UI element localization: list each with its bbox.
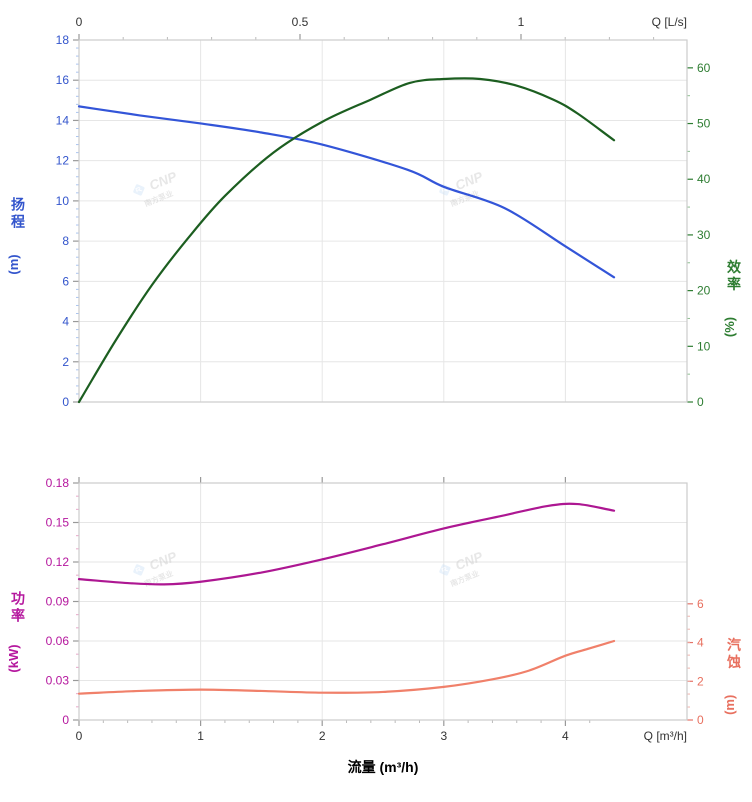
svg-text:(m): (m) xyxy=(722,695,737,715)
svg-text:0.5: 0.5 xyxy=(292,15,309,29)
svg-text:10: 10 xyxy=(56,194,70,208)
svg-text:8: 8 xyxy=(62,234,69,248)
svg-text:(%): (%) xyxy=(722,317,737,337)
svg-text:Q [m³/h]: Q [m³/h] xyxy=(644,729,687,743)
svg-text:0: 0 xyxy=(697,713,704,727)
svg-text:16: 16 xyxy=(56,73,70,87)
svg-text:1: 1 xyxy=(197,729,204,743)
svg-text:30: 30 xyxy=(697,228,711,242)
svg-text:0: 0 xyxy=(76,729,83,743)
svg-text:0.09: 0.09 xyxy=(46,595,70,609)
svg-text:汽: 汽 xyxy=(727,637,741,653)
svg-text:(m): (m) xyxy=(6,254,21,274)
svg-text:蚀: 蚀 xyxy=(726,654,741,670)
svg-text:2: 2 xyxy=(62,355,69,369)
svg-text:40: 40 xyxy=(697,172,711,186)
svg-text:18: 18 xyxy=(56,33,70,47)
svg-text:20: 20 xyxy=(697,284,711,298)
svg-text:0.15: 0.15 xyxy=(46,516,70,530)
svg-text:4: 4 xyxy=(562,729,569,743)
svg-text:14: 14 xyxy=(56,113,70,127)
svg-text:0.06: 0.06 xyxy=(46,634,70,648)
svg-text:2: 2 xyxy=(319,729,326,743)
svg-text:12: 12 xyxy=(56,154,70,168)
svg-text:60: 60 xyxy=(697,61,711,75)
svg-text:率: 率 xyxy=(11,608,25,624)
svg-text:程: 程 xyxy=(11,214,25,230)
svg-text:扬: 扬 xyxy=(11,197,25,213)
svg-text:6: 6 xyxy=(697,597,704,611)
svg-text:0: 0 xyxy=(697,395,704,409)
svg-text:0.03: 0.03 xyxy=(46,674,70,688)
svg-text:4: 4 xyxy=(62,315,69,329)
svg-text:0: 0 xyxy=(62,395,69,409)
svg-text:率: 率 xyxy=(727,276,741,292)
svg-text:10: 10 xyxy=(697,339,711,353)
svg-text:4: 4 xyxy=(697,636,704,650)
svg-text:0: 0 xyxy=(76,15,83,29)
svg-text:0.18: 0.18 xyxy=(46,476,70,490)
svg-text:Q [L/s]: Q [L/s] xyxy=(652,15,687,29)
svg-text:效: 效 xyxy=(727,259,742,275)
svg-text:功: 功 xyxy=(11,591,25,607)
svg-text:流量 (m³/h): 流量 (m³/h) xyxy=(348,759,419,775)
svg-text:0: 0 xyxy=(62,713,69,727)
svg-text:50: 50 xyxy=(697,117,711,131)
svg-text:2: 2 xyxy=(697,674,704,688)
svg-text:6: 6 xyxy=(62,274,69,288)
svg-text:0.12: 0.12 xyxy=(46,555,70,569)
svg-text:1: 1 xyxy=(518,15,525,29)
svg-text:(kW): (kW) xyxy=(6,644,21,672)
svg-text:3: 3 xyxy=(440,729,447,743)
